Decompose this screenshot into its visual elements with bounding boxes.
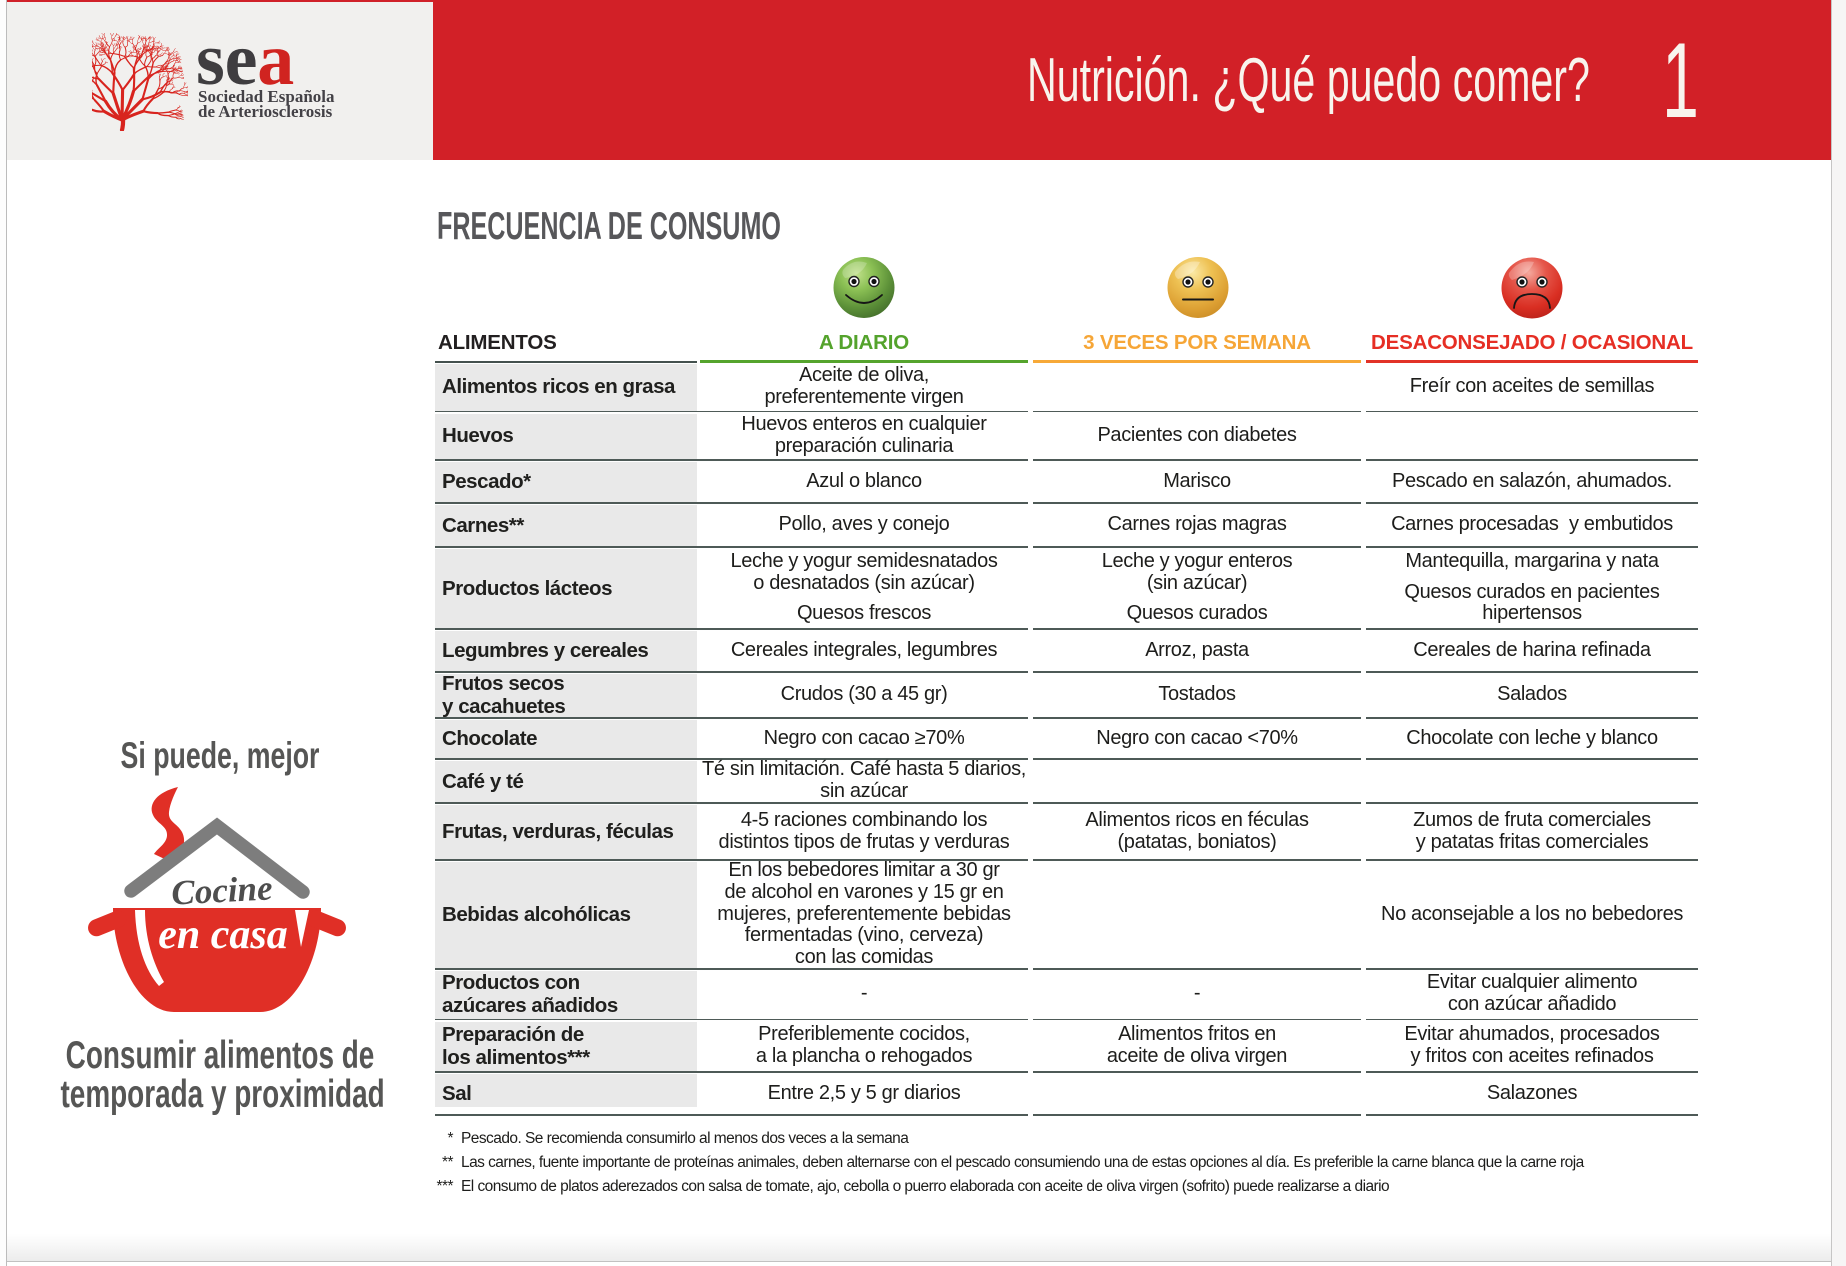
- svg-text:Cocine: Cocine: [170, 868, 273, 912]
- svg-text:en casa: en casa: [158, 912, 288, 958]
